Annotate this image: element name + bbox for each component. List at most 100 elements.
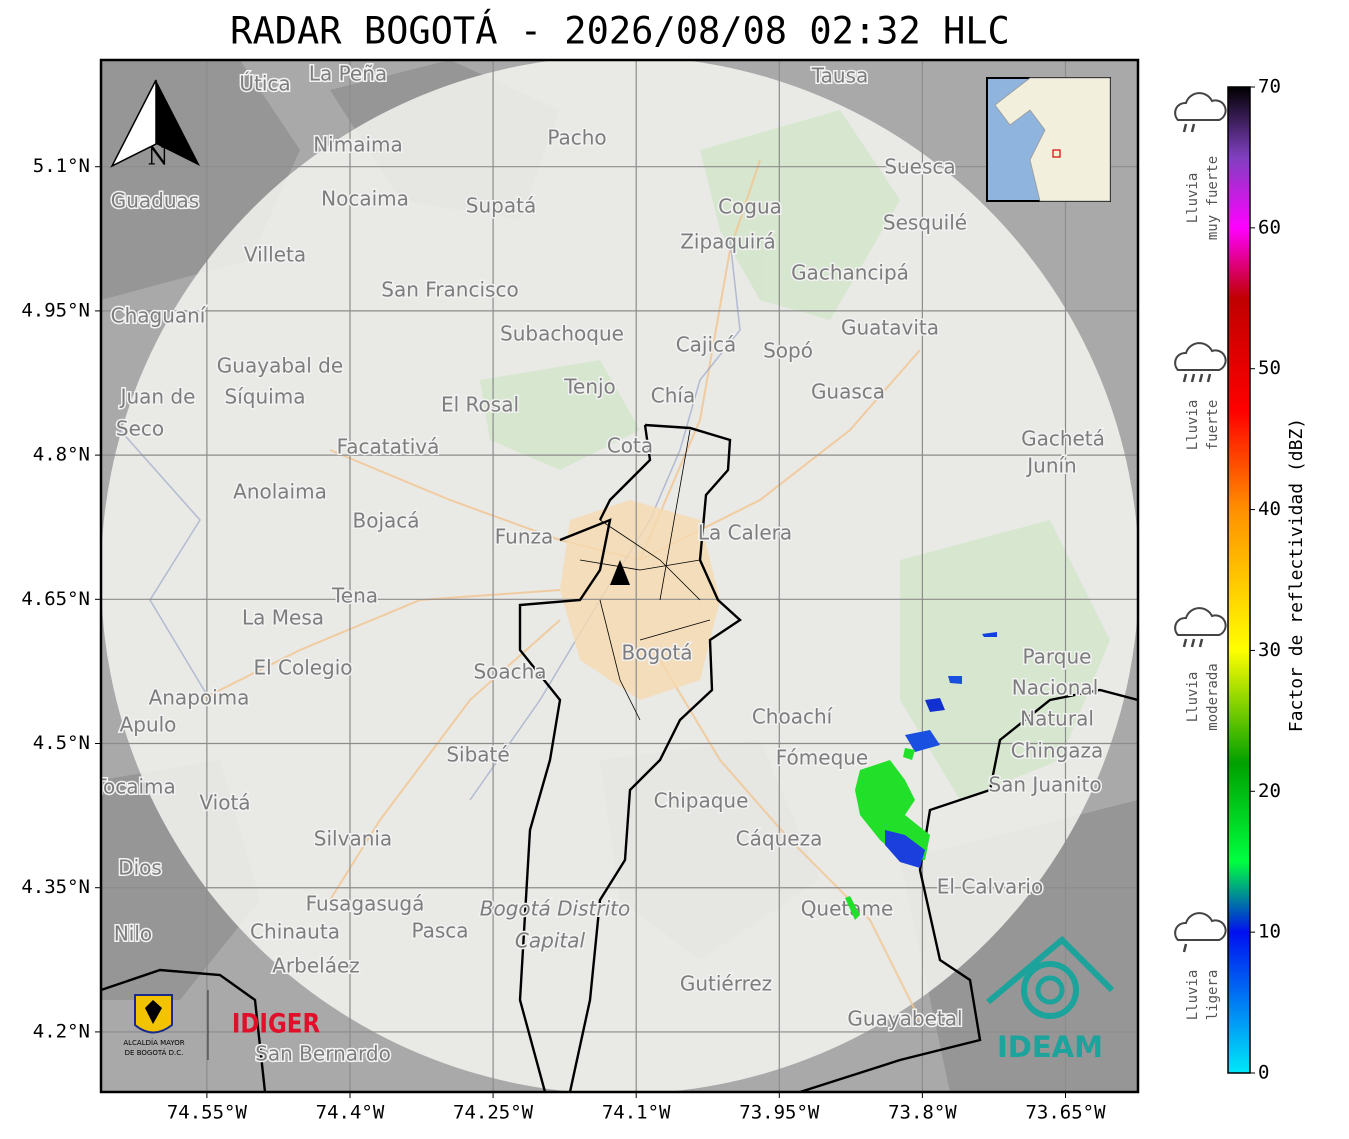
place-label: Nimaima — [313, 133, 403, 157]
place-label: Útica — [239, 72, 290, 96]
radar-echoes — [845, 632, 997, 920]
locator-inset — [986, 77, 1111, 202]
x-tick-label: 73.8°W — [888, 1102, 957, 1124]
echo — [903, 748, 915, 760]
colorbar-tick-label: 70 — [1258, 76, 1281, 98]
place-label: Tausa — [811, 64, 869, 88]
place-label: Choachí — [752, 705, 834, 729]
place-label: Pasca — [411, 919, 468, 943]
x-tick-label: 73.95°W — [739, 1102, 820, 1124]
colorbar-tick-label: 20 — [1258, 780, 1281, 802]
place-label: Sibaté — [446, 743, 509, 767]
colorbar-tick-label: 50 — [1258, 357, 1281, 379]
place-label: Soacha — [473, 660, 546, 684]
place-labels: La Peña Útica Tausa Pacho Nimaima Suesca Guadu… — [93, 60, 1106, 1067]
colorbar-tick-label: 10 — [1258, 921, 1281, 943]
place-label: Cáqueza — [736, 827, 823, 851]
place-label: Arbeláez — [272, 954, 360, 978]
place-label: Tocaima — [93, 775, 176, 799]
place-label: Gutiérrez — [680, 972, 772, 996]
legend-label: fuerte — [1205, 400, 1221, 451]
legend-label: ligera — [1205, 970, 1221, 1021]
legend-label: Lluvia — [1185, 400, 1201, 451]
place-label: La Peña — [309, 62, 387, 86]
rain-drop — [1198, 373, 1204, 383]
place-label: Suesca — [884, 155, 955, 179]
place-label: Supatá — [466, 194, 536, 218]
place-label: Parque — [1023, 645, 1092, 669]
place-label: Sopó — [763, 339, 813, 363]
colorbar: 0 10 20 30 40 50 60 70 Factor de reflectividad (… — [1227, 76, 1307, 1084]
place-label: San Francisco — [381, 278, 518, 302]
colorbar-tick-label: 60 — [1258, 216, 1281, 238]
weather-icon — [1174, 342, 1227, 371]
echo — [845, 896, 860, 920]
urban-area — [560, 500, 720, 700]
place-label: Dios — [118, 856, 162, 880]
place-label: Guasca — [811, 380, 885, 404]
place-label: Silvania — [314, 827, 392, 851]
rain-drop — [1198, 638, 1204, 648]
place-label: Tena — [331, 584, 378, 608]
place-label: El Calvario — [937, 875, 1043, 899]
rain-drop — [1182, 123, 1188, 133]
place-label: La Calera — [698, 521, 792, 545]
place-label: Fusagasugá — [306, 892, 425, 916]
place-label: Guatavita — [841, 316, 939, 340]
place-label: Viotá — [199, 791, 250, 815]
place-label: Cogua — [718, 195, 782, 219]
y-tick-label: 4.35°N — [21, 876, 90, 898]
legend-label: Lluvia — [1185, 970, 1201, 1021]
place-label: Capital — [515, 929, 586, 953]
place-label: Seco — [116, 417, 164, 441]
title: RADAR BOGOTÁ - 2026/08/08 02:32 HLC — [230, 9, 1010, 53]
place-label: La Mesa — [242, 606, 324, 630]
place-label: Junín — [1025, 454, 1076, 478]
place-label: Anolaima — [233, 480, 327, 504]
legend-label: moderada — [1205, 663, 1221, 730]
rain-drop — [1206, 373, 1212, 383]
place-label: Gachetá — [1021, 427, 1105, 451]
place-label: Villeta — [244, 243, 306, 267]
place-label: Natural — [1020, 707, 1094, 731]
colorbar-tick-label: 30 — [1258, 639, 1281, 661]
x-tick-label: 74.25°W — [453, 1102, 534, 1124]
place-label: Pacho — [547, 126, 606, 150]
place-label: Nocaima — [321, 187, 409, 211]
axes: 74.55°W 74.4°W 74.25°W 74.1°W 73.95°W 73.8°W 7… — [21, 155, 1106, 1123]
place-label: Chía — [651, 384, 695, 408]
legend-label: Lluvia — [1185, 173, 1201, 224]
alcaldia-logo: ALCALDÍA MAYOR DE BOGOTÁ D.C. IDIGER — [123, 990, 320, 1060]
place-label: Nacional — [1012, 676, 1099, 700]
grid — [101, 60, 1138, 1092]
y-tick-label: 4.65°N — [21, 588, 90, 610]
place-label: Chaguaní — [111, 304, 207, 328]
colorbar-tick-label: 0 — [1258, 1062, 1269, 1084]
legend-label: Lluvia — [1185, 672, 1201, 723]
place-label: El Rosal — [441, 393, 519, 417]
rain-drop — [1190, 373, 1196, 383]
north-arrow: N — [110, 79, 200, 171]
echo — [948, 676, 962, 684]
place-label: Subachoque — [500, 322, 624, 346]
y-tick-label: 4.2°N — [33, 1020, 90, 1042]
place-label: Bojacá — [352, 509, 419, 533]
place-label: Bogotá Distrito — [480, 897, 630, 921]
y-tick-label: 4.8°N — [33, 444, 90, 466]
alcaldia-line: DE BOGOTÁ D.C. — [125, 1048, 184, 1057]
place-label: Sesquilé — [883, 211, 967, 235]
vegetation — [480, 110, 1110, 800]
rain-drop — [1190, 123, 1196, 133]
place-label: Apulo — [120, 713, 177, 737]
place-label: Chingaza — [1011, 739, 1104, 763]
place-label: Guayabal de — [217, 354, 343, 378]
echo — [855, 760, 930, 862]
ideam-logo: IDEAM — [986, 935, 1115, 1064]
place-label: Zipaquirá — [680, 230, 776, 254]
x-tick-label: 74.4°W — [316, 1102, 385, 1124]
place-label: San Bernardo — [255, 1042, 391, 1066]
weather-icon — [1174, 607, 1227, 636]
roads — [199, 159, 921, 1021]
